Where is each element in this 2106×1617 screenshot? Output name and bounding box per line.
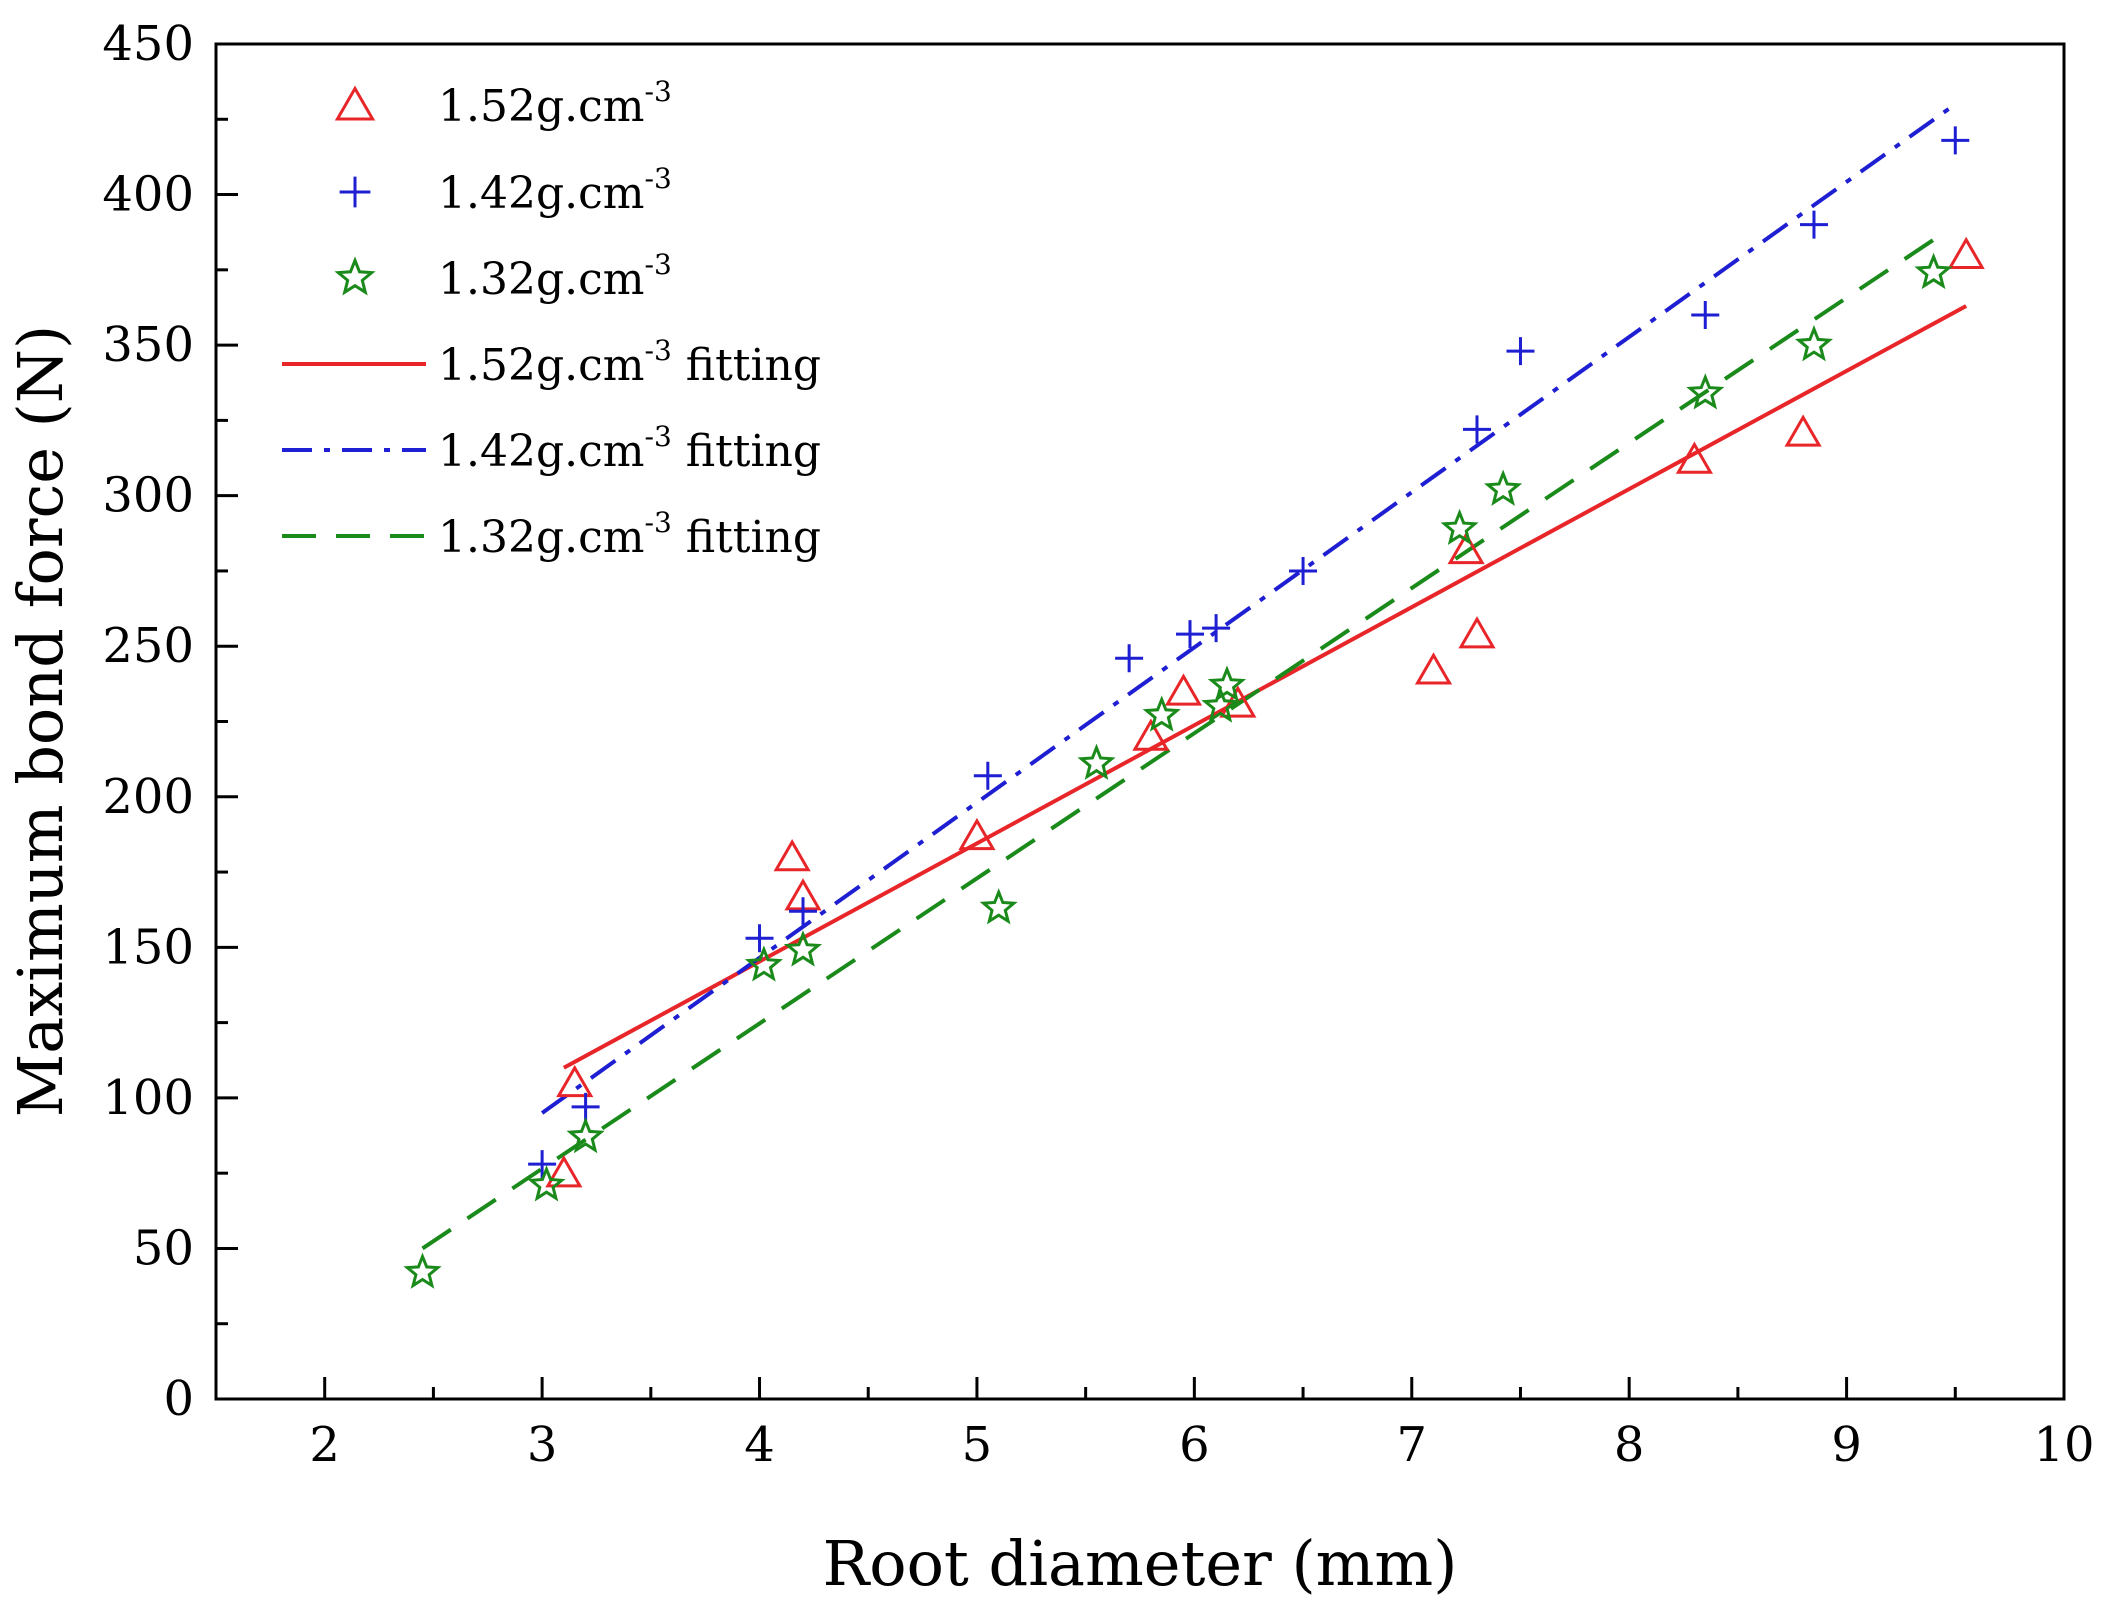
- y-tick-label: 0: [163, 1371, 194, 1427]
- legend-series-label-1-superscript: -3: [645, 75, 672, 108]
- data-point-series-1: [1947, 236, 1985, 270]
- legend-fit-label-3: 1.32g.cm-3 fitting: [438, 506, 821, 563]
- data-point-series-3: [1914, 252, 1953, 290]
- data-point-series-1: [1458, 616, 1496, 649]
- data-point-series-3: [1794, 325, 1834, 362]
- y-tick-label: 300: [102, 468, 194, 524]
- data-point-series-3: [566, 1116, 605, 1154]
- data-point-series-1: [958, 817, 996, 851]
- data-point-series-3: [1207, 665, 1247, 702]
- data-point-series-3: [1484, 469, 1523, 506]
- data-point-series-2: [1941, 126, 1970, 155]
- legend-series-label-2-name: 1.42g.cm: [438, 168, 645, 219]
- data-point-series-3: [1201, 686, 1240, 723]
- legend-marker-2: [339, 176, 371, 208]
- legend-fit-label-1-name: 1.52g.cm: [438, 340, 645, 391]
- legend-series-label-2-superscript: -3: [645, 162, 672, 195]
- data-point-series-1: [1164, 673, 1203, 706]
- data-point-series-2: [745, 924, 774, 953]
- y-tick-label: 100: [102, 1070, 194, 1126]
- legend-series-label-3-superscript: -3: [645, 248, 672, 281]
- x-tick-label: 7: [1396, 1417, 1427, 1473]
- data-markers: [403, 126, 1985, 1289]
- legend-marker-3: [334, 256, 376, 296]
- data-point-series-3: [1440, 508, 1479, 545]
- x-tick-label: 8: [1614, 1417, 1645, 1473]
- fit-line-2: [540, 102, 1957, 1115]
- data-point-series-3: [1077, 743, 1116, 780]
- y-tick-label: 200: [102, 769, 194, 825]
- legend-fit-label-2-superscript: -3: [645, 420, 672, 453]
- legend-fit-label-1: 1.52g.cm-3 fitting: [438, 334, 821, 391]
- x-tick-label: 3: [527, 1417, 558, 1473]
- legend-series-label-2: 1.42g.cm-3: [438, 162, 672, 219]
- legend-fit-label-1-superscript: -3: [645, 334, 672, 367]
- data-point-series-3: [744, 945, 783, 982]
- x-tick-label: 9: [1831, 1417, 1862, 1473]
- legend-fit-label-3-name: 1.32g.cm: [438, 512, 645, 563]
- data-point-series-2: [528, 1150, 557, 1179]
- data-point-series-2: [973, 761, 1002, 790]
- data-point-series-2: [1202, 614, 1231, 643]
- data-point-series-3: [1142, 695, 1181, 732]
- y-tick-label: 400: [102, 167, 194, 223]
- legend-series-label-1: 1.52g.cm-3: [438, 75, 672, 132]
- data-point-series-2: [1289, 556, 1318, 585]
- fit-line-1: [562, 304, 1968, 1070]
- legend-fit-label-3-suffix: fitting: [672, 512, 821, 563]
- y-tick-label: 450: [102, 16, 194, 72]
- legend-series-label-3-name: 1.32g.cm: [438, 254, 645, 305]
- plot-frame: [214, 42, 2066, 1401]
- legend-fit-label-2: 1.42g.cm-3 fitting: [438, 420, 821, 477]
- data-point-series-2: [1462, 415, 1491, 444]
- data-point-series-3: [979, 888, 1018, 925]
- legend-series-label-1-name: 1.52g.cm: [438, 81, 645, 132]
- data-point-series-2: [1176, 620, 1204, 649]
- legend-marker-1: [334, 85, 376, 121]
- data-point-series-3: [1686, 373, 1725, 410]
- data-point-series-2: [1506, 337, 1535, 366]
- y-axis-title: Maximum bond force (N): [4, 325, 77, 1117]
- data-point-series-1: [1675, 441, 1713, 474]
- data-point-series-1: [773, 838, 811, 872]
- data-point-series-2: [1799, 210, 1828, 239]
- data-point-series-1: [1447, 531, 1485, 565]
- legend-fit-label-1-suffix: fitting: [672, 340, 821, 391]
- data-point-series-2: [1691, 301, 1720, 329]
- fit-line-3: [421, 238, 1935, 1251]
- legend: 1.52g.cm-31.42g.cm-31.32g.cm-31.52g.cm-3…: [282, 75, 821, 563]
- data-point-series-1: [556, 1064, 594, 1098]
- legend-fit-label-2-name: 1.42g.cm: [438, 426, 645, 477]
- x-tick-label: 4: [744, 1417, 775, 1473]
- y-tick-label: 350: [102, 317, 194, 373]
- data-point-series-2: [1115, 644, 1144, 673]
- x-tick-label: 6: [1179, 1417, 1210, 1473]
- data-point-series-2: [789, 897, 818, 926]
- y-axis: 0 50 100 150 200 250 300 350 400 450: [102, 16, 238, 1427]
- data-point-series-3: [403, 1252, 442, 1289]
- x-tick-label: 2: [309, 1417, 340, 1473]
- legend-fit-label-2-suffix: fitting: [672, 426, 821, 477]
- data-point-series-3: [527, 1165, 566, 1202]
- fit-lines: [421, 102, 1968, 1251]
- data-point-series-1: [1132, 718, 1170, 751]
- y-tick-label: 250: [102, 618, 194, 674]
- x-tick-label: 5: [962, 1417, 993, 1473]
- x-axis-title: Root diameter (mm): [823, 1527, 1458, 1600]
- y-tick-label: 50: [133, 1220, 194, 1276]
- data-point-series-1: [1414, 652, 1453, 685]
- x-tick-label: 10: [2033, 1417, 2094, 1473]
- data-point-series-1: [545, 1155, 583, 1188]
- data-point-series-2: [571, 1092, 600, 1121]
- data-point-series-3: [783, 930, 823, 967]
- x-axis: 2 3 4 5 6 7 8 9 10: [214, 1377, 2095, 1473]
- y-tick-label: 150: [102, 919, 194, 975]
- data-point-series-1: [1784, 414, 1822, 447]
- legend-series-label-3: 1.32g.cm-3: [438, 248, 672, 305]
- legend-fit-label-3-superscript: -3: [645, 506, 672, 539]
